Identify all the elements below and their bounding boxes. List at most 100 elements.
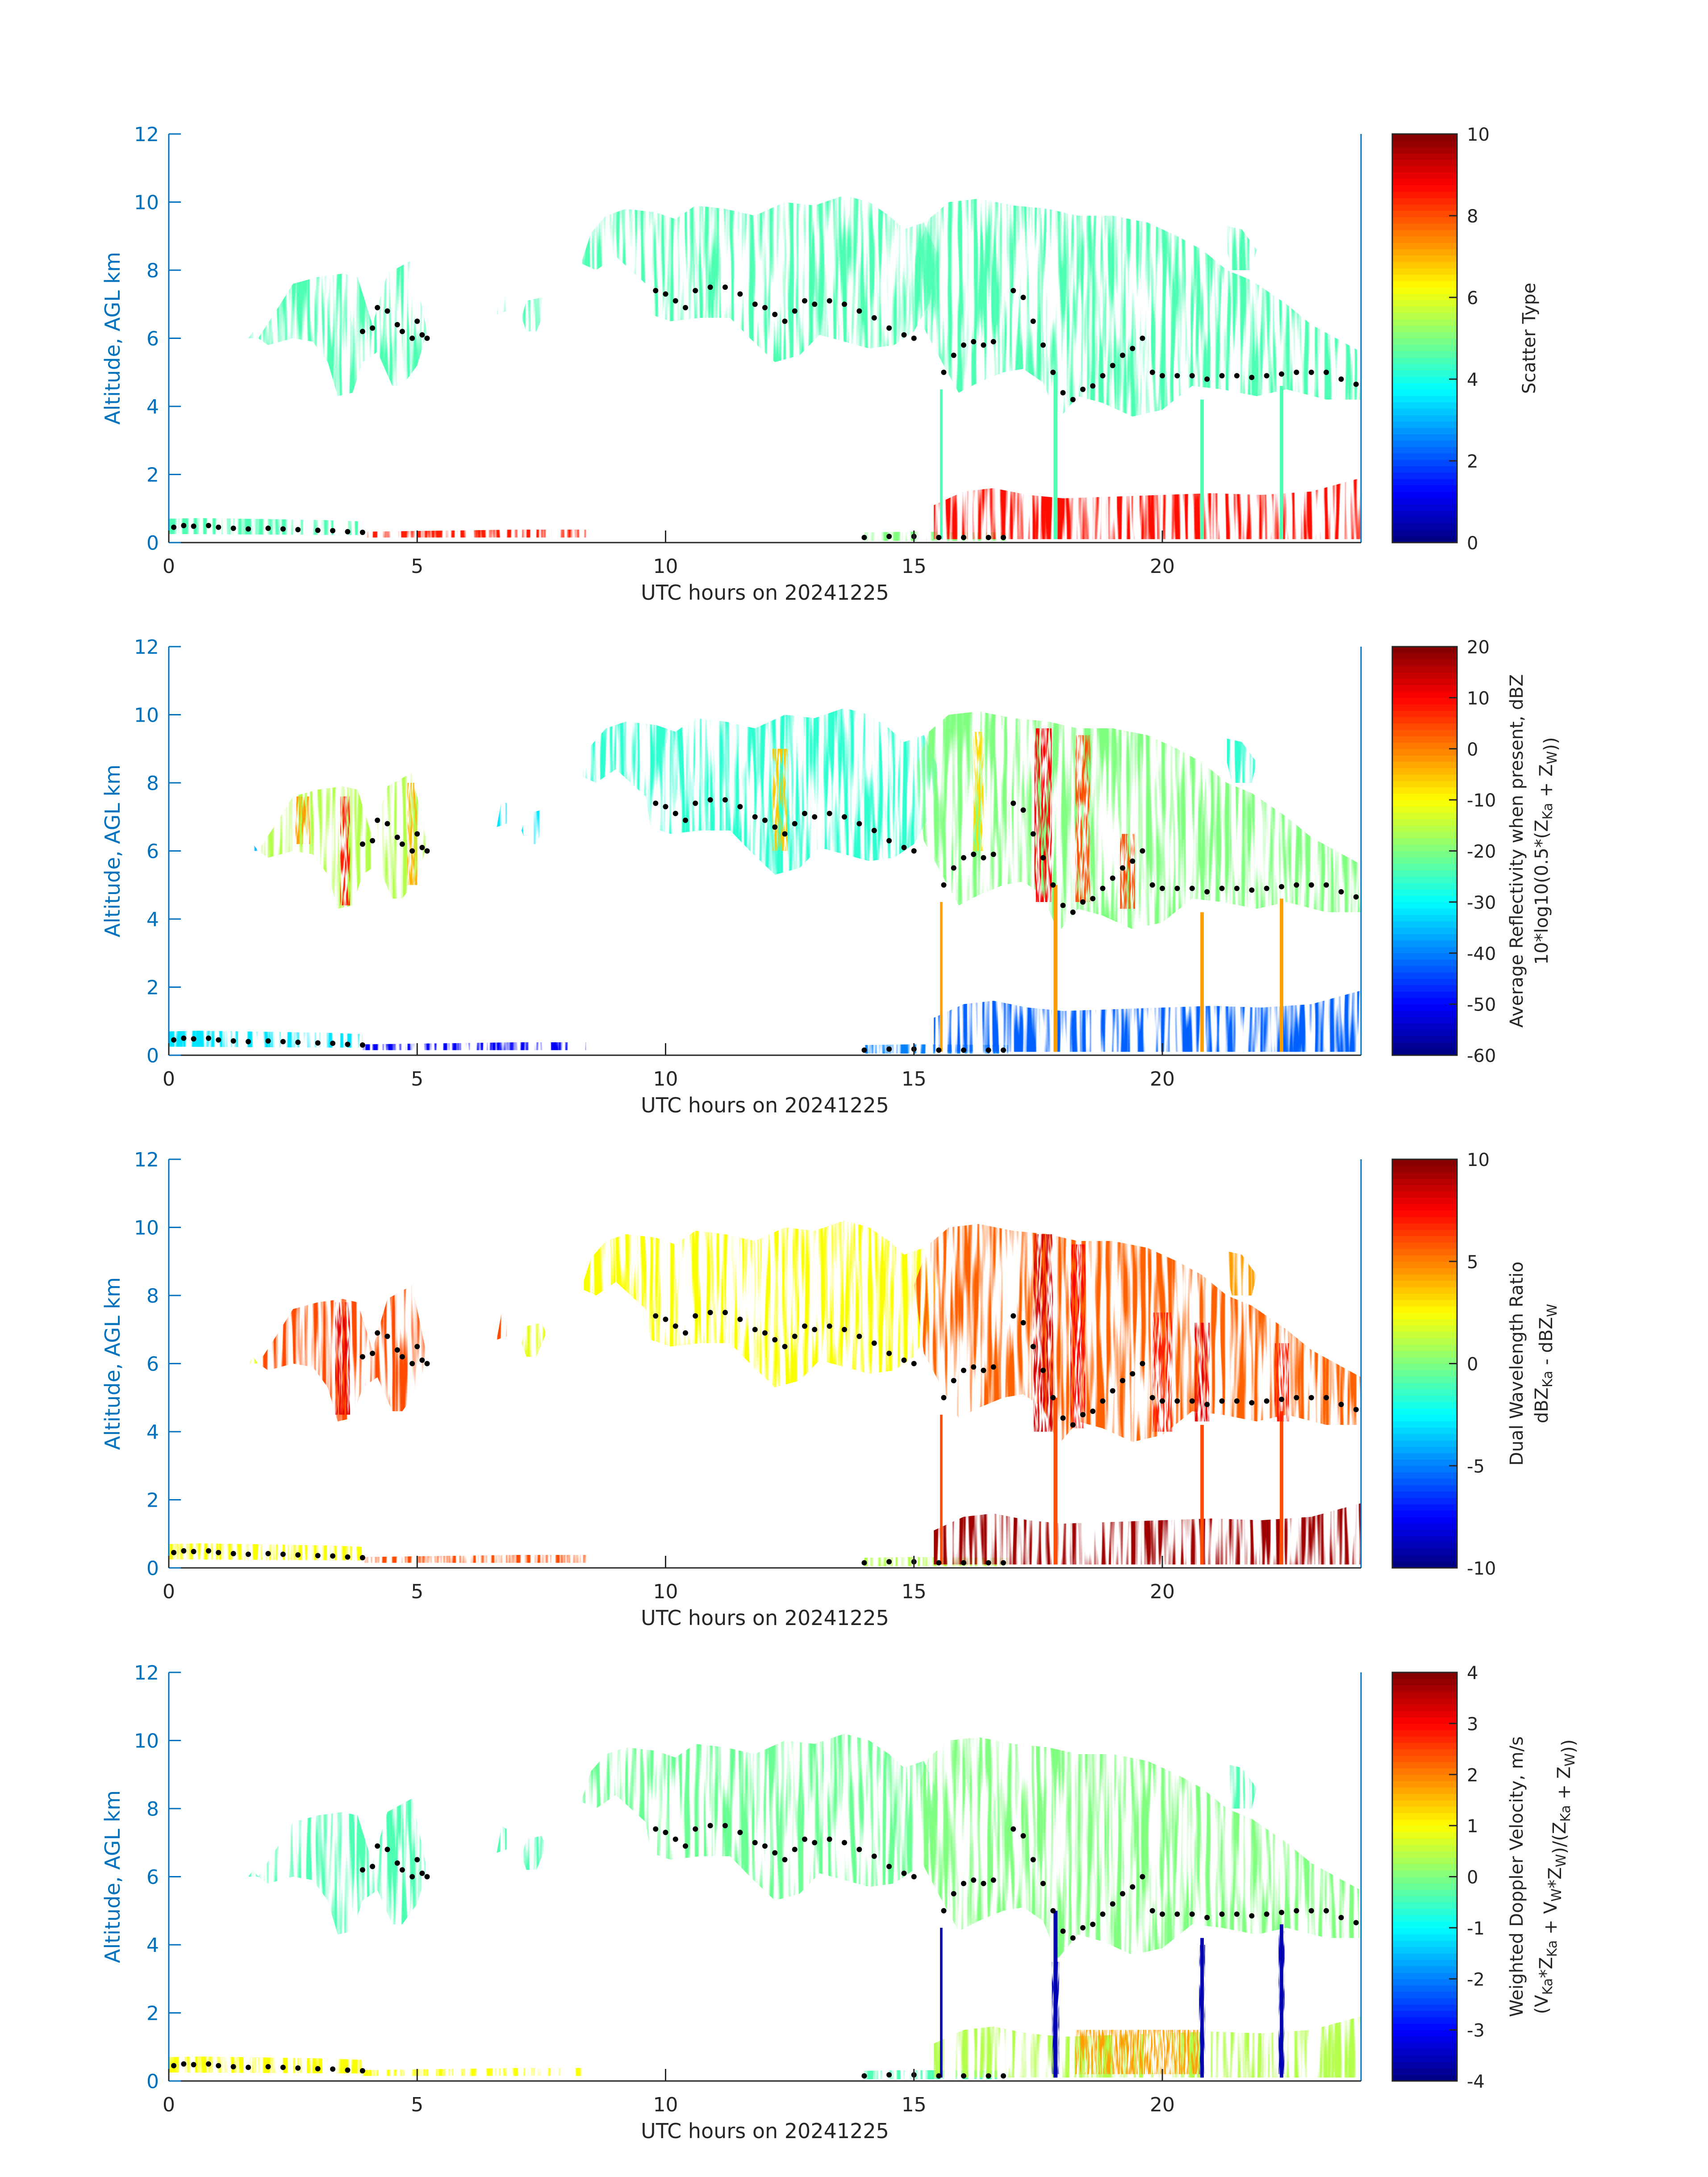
- x-tick-label: 10: [653, 1068, 678, 1091]
- cloud-top-point: [295, 1552, 301, 1558]
- cloud-top-point: [886, 1864, 892, 1869]
- colorbar-tick-label: 5: [1467, 1252, 1478, 1273]
- y-tick-label: 12: [134, 636, 159, 659]
- colorbar-segment: [1392, 742, 1457, 749]
- cloud-top-point: [1264, 373, 1270, 379]
- colorbar-segment: [1392, 1433, 1457, 1441]
- cloud-top-point: [683, 817, 688, 823]
- cloud-top-point: [1020, 807, 1026, 813]
- cloud-top-point: [1149, 369, 1155, 375]
- cloud-top-point: [693, 800, 698, 806]
- cloud-top-point: [663, 291, 668, 297]
- colorbar: -10 -5 0 5 10 Dual Wavelength Ratio dBZKa - dB…: [1391, 1150, 1560, 1579]
- cloud-region: [258, 1798, 427, 1935]
- cloud-top-point: [861, 1560, 867, 1566]
- y-tick-label: 4: [146, 1934, 159, 1957]
- cloud-top-point: [663, 804, 668, 810]
- cloud-top-point: [1249, 375, 1255, 380]
- colorbar-tick-label: 10: [1467, 125, 1490, 145]
- colorbar-tick-label: 0: [1467, 533, 1478, 554]
- cloud-top-point: [871, 827, 877, 833]
- intense-streak: [1075, 735, 1090, 902]
- x-tick-label: 15: [902, 555, 927, 578]
- cloud-top-point: [384, 821, 390, 827]
- cloud-top-point: [842, 1840, 847, 1846]
- colorbar-segment: [1392, 1332, 1457, 1338]
- colorbar-tick-label: 0: [1467, 1354, 1478, 1375]
- colorbar-segment: [1392, 729, 1457, 736]
- cloud-top-point: [1060, 1415, 1066, 1421]
- cloud-top-point: [827, 298, 832, 304]
- cloud-region: [1227, 1764, 1257, 1809]
- cloud-top-point: [1294, 882, 1299, 888]
- cloud-top-point: [1219, 886, 1225, 891]
- cloud-top-point: [414, 1857, 420, 1863]
- cloud-top-point: [265, 2064, 271, 2069]
- colorbar-segment: [1392, 159, 1457, 167]
- colorbar-segment: [1392, 1915, 1457, 1922]
- cloud-top-point: [653, 800, 659, 806]
- cloud-top-point: [961, 855, 966, 861]
- cloud-top-point: [653, 288, 659, 293]
- colorbar-segment: [1392, 1223, 1457, 1230]
- x-tick-label: 0: [163, 2093, 175, 2116]
- colorbar-segment: [1392, 460, 1457, 467]
- cloud-top-point: [191, 1036, 196, 1042]
- cloud-top-point: [971, 1877, 977, 1883]
- y-tick-label: 0: [146, 1557, 159, 1580]
- cloud-top-point: [359, 1867, 365, 1873]
- colorbar-segment: [1392, 223, 1457, 230]
- cloud-top-point: [1338, 376, 1344, 382]
- cloud-top-point: [1020, 1833, 1026, 1839]
- y-tick-label: 6: [146, 840, 159, 863]
- cloud-top-point: [206, 522, 211, 528]
- cloud-top-point: [265, 1550, 271, 1556]
- cloud-top-point: [1050, 1908, 1056, 1914]
- cloud-top-point: [981, 1880, 986, 1886]
- cloud-top-point: [1204, 376, 1210, 382]
- colorbar-segment: [1392, 2030, 1457, 2037]
- cloud-top-point: [345, 1041, 351, 1047]
- colorbar-segment: [1392, 1864, 1457, 1871]
- cloud-top-point: [861, 1047, 867, 1053]
- colorbar-tick-label: 1: [1467, 1816, 1478, 1837]
- cloud-region: [521, 1323, 547, 1357]
- colorbar-frame: [1391, 133, 1458, 543]
- colorbar-segment: [1392, 1185, 1457, 1192]
- colorbar-segment: [1392, 1691, 1457, 1698]
- cloud-top-point: [206, 1035, 211, 1041]
- colorbar-segment: [1392, 1010, 1457, 1017]
- cloud-top-point: [782, 1344, 788, 1350]
- cloud-top-point: [1160, 373, 1165, 379]
- cloud-region: [914, 198, 1361, 420]
- colorbar-segment: [1392, 242, 1457, 249]
- colorbar-segment: [1392, 882, 1457, 890]
- cloud-region: [258, 260, 427, 397]
- cloud-top-point: [772, 312, 778, 318]
- cloud-top-point: [375, 305, 380, 310]
- colorbar-segment: [1392, 928, 1457, 934]
- colorbar-segment: [1392, 1274, 1457, 1281]
- cloud-top-point: [802, 298, 807, 304]
- colorbar-segment: [1392, 1985, 1457, 1992]
- cloud-top-point: [375, 1330, 380, 1336]
- cloud-top-point: [1040, 855, 1046, 861]
- colorbar-segment: [1392, 895, 1457, 903]
- colorbar-segment: [1392, 204, 1457, 211]
- cloud-top-point: [871, 1853, 877, 1859]
- colorbar-tick-label: -5: [1467, 1456, 1485, 1477]
- cloud-top-point: [181, 1548, 187, 1554]
- y-tick-label: 12: [134, 1662, 159, 1684]
- cloud-top-point: [871, 315, 877, 321]
- cloud-top-point: [936, 2073, 942, 2079]
- cloud-top-point: [722, 1310, 728, 1316]
- colorbar-segment: [1392, 1023, 1457, 1030]
- cloud-top-point: [424, 848, 430, 854]
- x-tick-label: 0: [163, 555, 175, 578]
- colorbar-segment: [1392, 332, 1457, 339]
- cloud-top-point: [216, 1550, 221, 1555]
- cloud-top-point: [370, 1350, 376, 1356]
- colorbar-segment: [1392, 1497, 1457, 1504]
- cloud-top-point: [1174, 886, 1180, 891]
- cloud-top-point: [762, 817, 768, 823]
